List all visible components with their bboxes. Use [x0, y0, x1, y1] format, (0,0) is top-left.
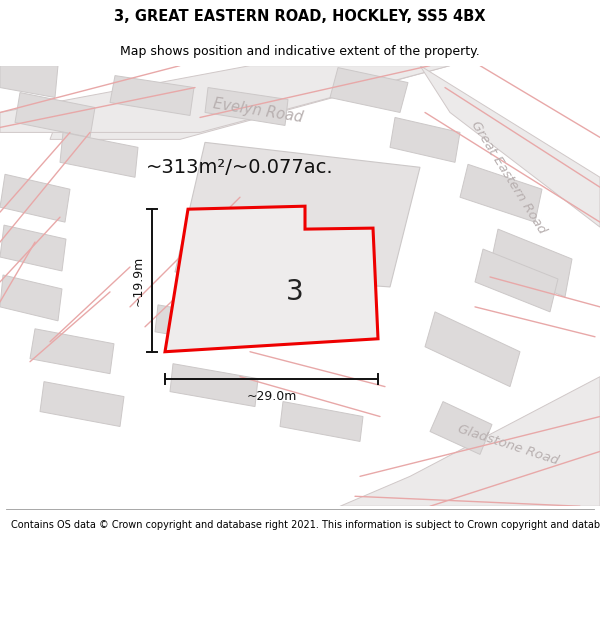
Polygon shape	[280, 402, 363, 441]
Polygon shape	[0, 225, 66, 271]
Polygon shape	[40, 382, 124, 426]
Polygon shape	[330, 68, 408, 112]
Text: Evelyn Road: Evelyn Road	[212, 96, 304, 125]
Polygon shape	[50, 66, 450, 139]
Polygon shape	[205, 88, 288, 126]
Polygon shape	[0, 66, 58, 98]
Polygon shape	[0, 66, 450, 132]
Polygon shape	[0, 275, 62, 321]
Polygon shape	[0, 174, 70, 222]
Text: Map shows position and indicative extent of the property.: Map shows position and indicative extent…	[120, 45, 480, 58]
Polygon shape	[60, 132, 138, 178]
Text: 3, GREAT EASTERN ROAD, HOCKLEY, SS5 4BX: 3, GREAT EASTERN ROAD, HOCKLEY, SS5 4BX	[114, 9, 486, 24]
Polygon shape	[155, 305, 228, 344]
Text: ~19.9m: ~19.9m	[131, 256, 145, 306]
Text: Great Eastern Road: Great Eastern Road	[468, 119, 548, 236]
Text: ~313m²/~0.077ac.: ~313m²/~0.077ac.	[146, 158, 334, 177]
Polygon shape	[460, 164, 542, 222]
Polygon shape	[490, 229, 572, 297]
Polygon shape	[420, 66, 600, 227]
Polygon shape	[110, 76, 194, 116]
Polygon shape	[475, 249, 558, 312]
Text: 3: 3	[286, 278, 304, 306]
Polygon shape	[165, 206, 378, 352]
Polygon shape	[390, 118, 460, 162]
Text: ~29.0m: ~29.0m	[247, 390, 296, 403]
Polygon shape	[425, 312, 520, 387]
Text: Contains OS data © Crown copyright and database right 2021. This information is : Contains OS data © Crown copyright and d…	[11, 521, 600, 531]
Polygon shape	[340, 377, 600, 506]
Polygon shape	[430, 402, 492, 454]
Polygon shape	[175, 142, 420, 287]
Polygon shape	[15, 92, 95, 138]
Polygon shape	[30, 329, 114, 374]
Polygon shape	[170, 364, 258, 406]
Text: Gladstone Road: Gladstone Road	[456, 422, 560, 467]
